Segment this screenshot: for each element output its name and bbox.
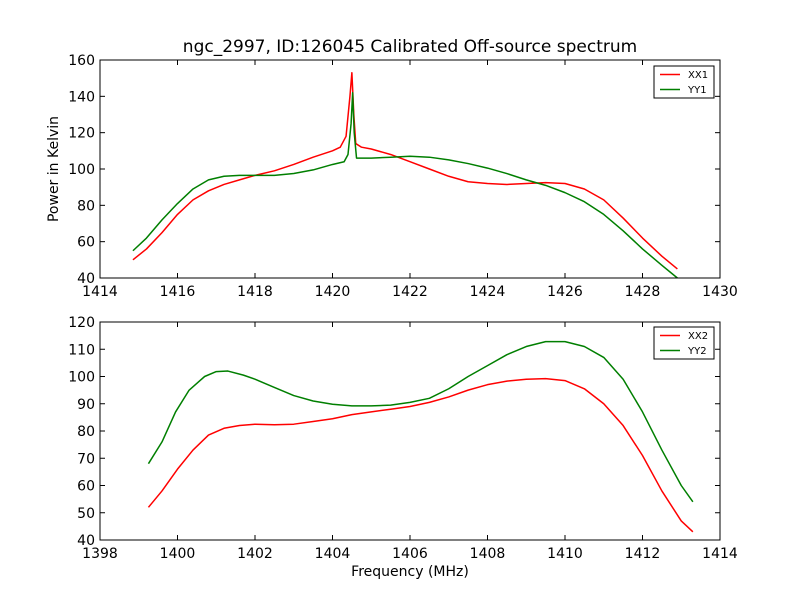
legend-label-xx1: XX1: [688, 70, 708, 81]
legend-label-yy2: YY2: [687, 346, 707, 357]
x-tick-label: 1398: [82, 546, 118, 562]
y-tick-label: 40: [77, 271, 95, 287]
x-tick-label: 1406: [392, 546, 428, 562]
series-line-xx2: [147, 377, 694, 533]
x-tick-label: 1422: [392, 284, 428, 300]
bottom-legend: XX2 YY2: [653, 326, 715, 360]
y-tick-label: 50: [77, 506, 95, 522]
y-tick-label: 160: [68, 53, 95, 69]
x-tick-label: 1420: [315, 284, 351, 300]
x-tick-label: 1400: [160, 546, 196, 562]
bottom-chart: 1398 1400 1402 1404 1406 1408 1410 1412 1414 40 50…: [68, 315, 738, 580]
x-tick-label: 1418: [237, 284, 273, 300]
x-tick-label: 1424: [470, 284, 506, 300]
series-line-yy1: [132, 91, 678, 279]
top-plot-area: 1414 1416 1418 1420 1422 1424 1426 1428 1430 40 60…: [68, 53, 738, 300]
x-tick-label: 1404: [315, 546, 351, 562]
x-tick-label: 1412: [625, 546, 661, 562]
y-axis-label: Power in Kelvin: [46, 116, 62, 222]
y-tick-label: 60: [77, 235, 95, 251]
y-tick-label: 100: [68, 162, 95, 178]
y-tick-label: 60: [77, 479, 95, 495]
y-tick-label: 120: [68, 315, 95, 331]
top-legend: XX1 YY1: [653, 65, 715, 99]
legend-label-yy1: YY1: [687, 85, 707, 96]
x-tick-label: 1414: [82, 284, 118, 300]
legend-box: [653, 65, 715, 99]
x-tick-label: 1414: [702, 546, 738, 562]
series-line-yy2: [147, 340, 694, 503]
legend-label-xx2: XX2: [688, 331, 708, 342]
y-tick-label: 70: [77, 451, 95, 467]
y-tick-label: 80: [77, 424, 95, 440]
y-tick-label: 90: [77, 397, 95, 413]
x-tick-label: 1402: [237, 546, 273, 562]
x-tick-label: 1426: [547, 284, 583, 300]
y-tick-label: 140: [68, 89, 95, 105]
y-tick-label: 80: [77, 198, 95, 214]
top-chart: ngc_2997, ID:126045 Calibrated Off-sourc…: [46, 37, 738, 300]
x-axis-label: Frequency (MHz): [351, 564, 469, 580]
y-tick-label: 120: [68, 126, 95, 142]
x-tick-label: 1430: [702, 284, 738, 300]
y-tick-label: 100: [68, 370, 95, 386]
bottom-plot-area: 1398 1400 1402 1404 1406 1408 1410 1412 1414 40 50…: [68, 315, 738, 562]
legend-box: [653, 326, 715, 360]
y-tick-label: 40: [77, 533, 95, 549]
x-tick-label: 1428: [625, 284, 661, 300]
x-tick-label: 1410: [547, 546, 583, 562]
chart-title: ngc_2997, ID:126045 Calibrated Off-sourc…: [183, 37, 637, 57]
x-tick-label: 1416: [160, 284, 196, 300]
x-tick-label: 1408: [470, 546, 506, 562]
y-tick-label: 110: [68, 342, 95, 358]
